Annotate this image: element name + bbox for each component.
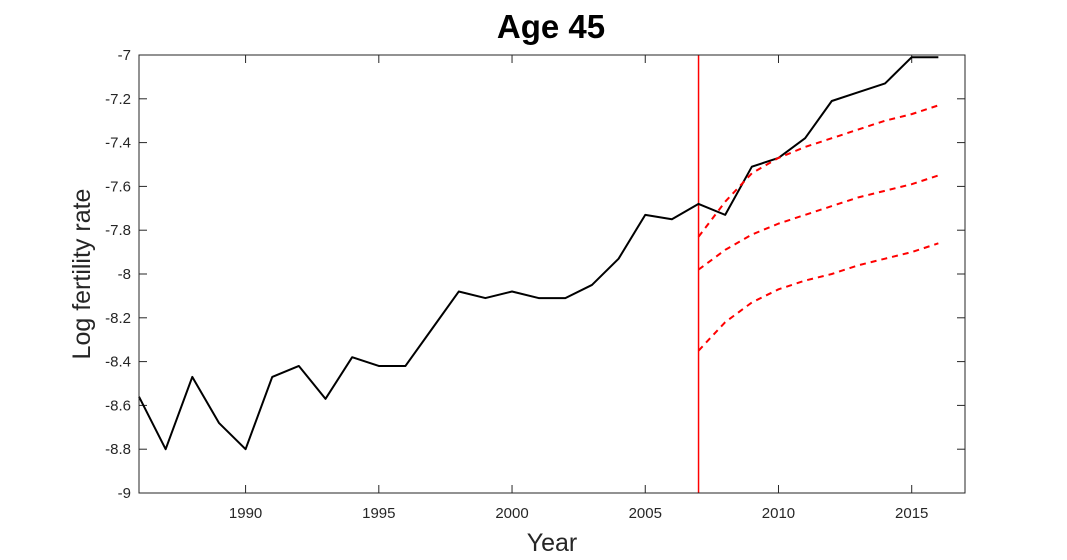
- plot-frame: [138, 54, 966, 494]
- y-tick-label: -8.8: [105, 441, 131, 458]
- y-tick-label: -9: [118, 485, 131, 502]
- x-tick-label: 1990: [229, 505, 262, 522]
- y-tick-label: -7.4: [105, 135, 131, 152]
- x-tick-label: 2010: [762, 505, 795, 522]
- y-tick-label: -8.6: [105, 397, 131, 414]
- x-tick-label: 2005: [629, 505, 662, 522]
- forecast-series-line-3: [697, 242, 939, 352]
- y-axis-label: Log fertility rate: [68, 189, 96, 360]
- plot-area: [139, 55, 965, 493]
- y-tick-label: -8.4: [105, 354, 131, 371]
- x-axis-label: Year: [527, 529, 578, 557]
- forecast-series-line-2: [697, 174, 939, 271]
- axis-ticks: 1990 1995 2000 2005 2010 2015 -7 -7.2 -7.4 -7.6 -7…: [105, 47, 965, 522]
- series-layer: [138, 56, 939, 451]
- y-tick-label: -7.6: [105, 178, 131, 195]
- y-tick-label: -8.2: [105, 310, 131, 327]
- chart-title: Age 45: [497, 8, 605, 45]
- x-tick-label: 1995: [362, 505, 395, 522]
- y-tick-label: -7.2: [105, 91, 131, 108]
- observed-series-line: [138, 56, 939, 451]
- x-tick-label: 2015: [895, 505, 928, 522]
- x-tick-label: 2000: [495, 505, 528, 522]
- y-tick-label: -7: [118, 47, 131, 64]
- y-tick-label: -7.8: [105, 222, 131, 239]
- forecast-series-line-1: [697, 104, 939, 238]
- y-tick-label: -8: [118, 266, 131, 283]
